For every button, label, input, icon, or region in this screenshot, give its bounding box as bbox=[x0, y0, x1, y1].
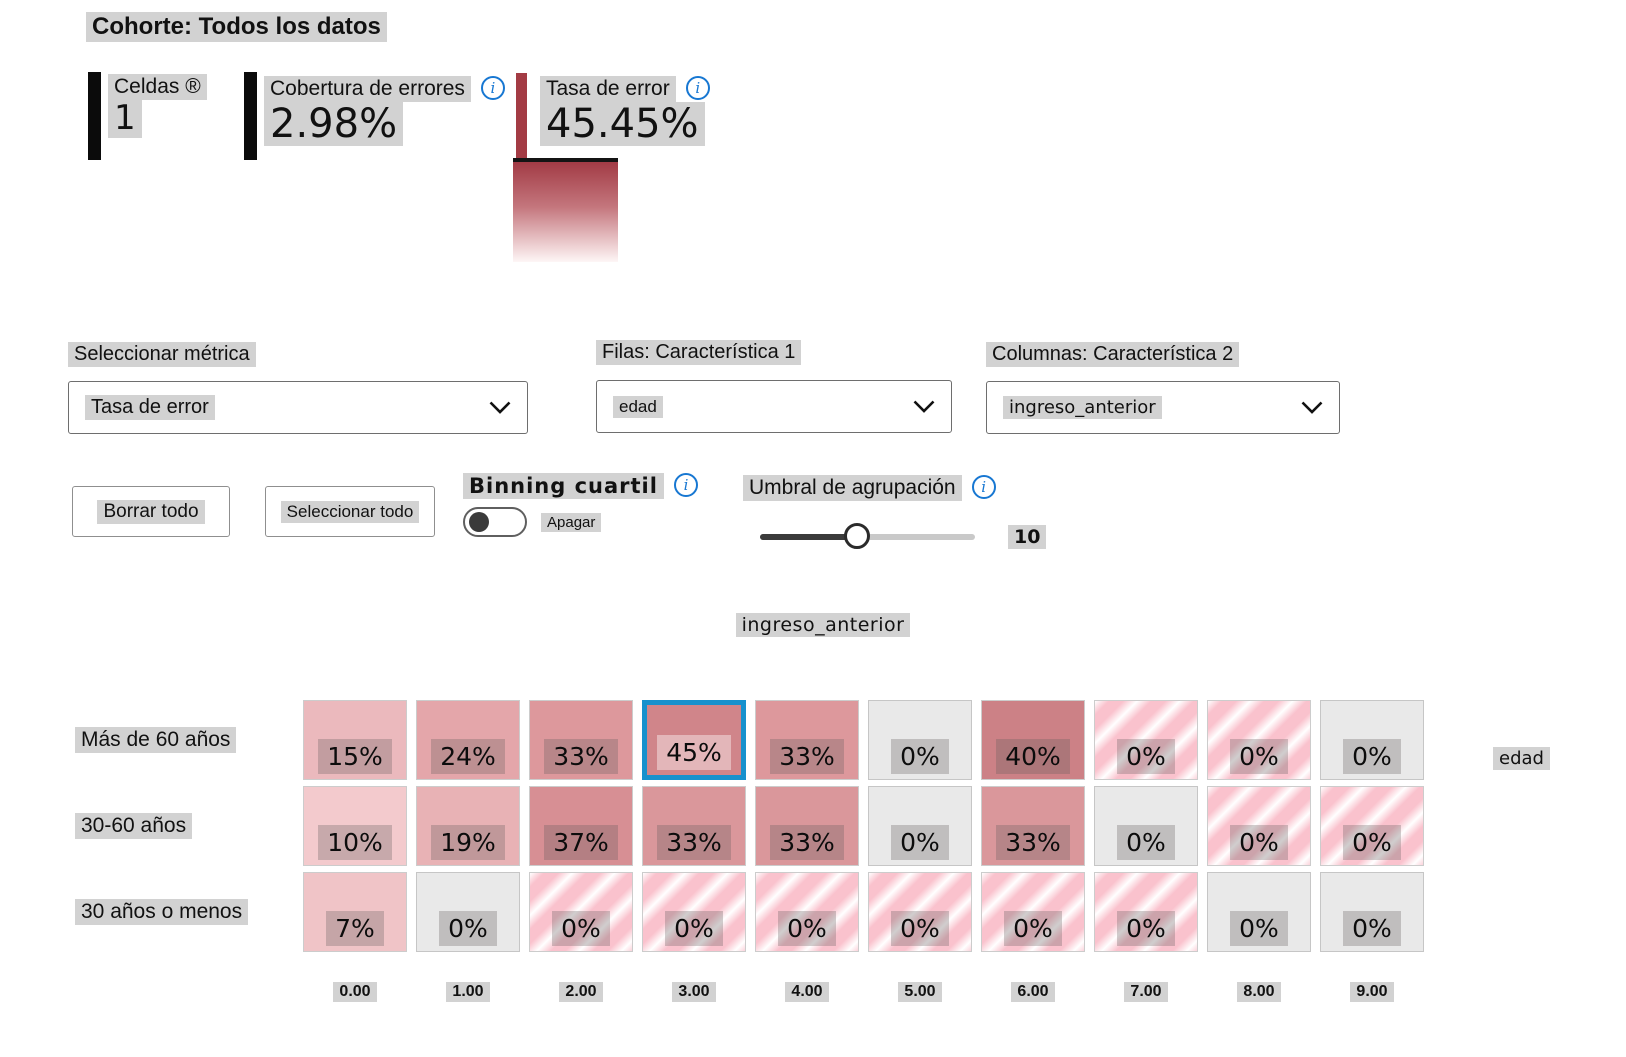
heatmap-cell[interactable]: 19% bbox=[416, 786, 520, 866]
rows-feature-selector-group: Filas: Característica 1 edad bbox=[596, 340, 952, 433]
info-icon[interactable]: i bbox=[971, 475, 996, 499]
heatmap-x-feature-label: ingreso_anterior bbox=[735, 613, 911, 637]
metric-error-coverage: Cobertura de errores i 2.98% bbox=[244, 72, 505, 160]
heatmap-column-label: 7.00 bbox=[1094, 982, 1198, 1002]
heatmap-col-labels: 0.00 1.00 2.00 3.00 4.00 5.00 6.00 7.00 8.00 9.00 bbox=[303, 982, 1424, 1002]
metric-cells-accent-bar bbox=[88, 72, 101, 160]
metric-error-rate-label: Tasa de error bbox=[540, 76, 676, 102]
heatmap-column-label: 6.00 bbox=[981, 982, 1085, 1002]
heatmap-cell[interactable]: 33% bbox=[981, 786, 1085, 866]
metric-selector-dropdown[interactable]: Tasa de error bbox=[68, 381, 528, 434]
heatmap-cell[interactable]: 0% bbox=[1094, 872, 1198, 952]
heatmap-cell[interactable]: 0% bbox=[1320, 700, 1424, 780]
heatmap-cell[interactable]: 24% bbox=[416, 700, 520, 780]
cohort-label: Cohorte: Todos los datos bbox=[86, 12, 387, 42]
heatmap-y-axis: edad bbox=[1493, 747, 1550, 770]
chevron-down-icon bbox=[489, 401, 511, 414]
metric-selector-group: Seleccionar métrica Tasa de error bbox=[68, 342, 528, 434]
info-icon[interactable]: i bbox=[685, 76, 710, 100]
heatmap-cell[interactable]: 0% bbox=[1094, 786, 1198, 866]
heatmap-row-label: Más de 60 años bbox=[57, 700, 294, 780]
metric-cells: Celdas ® 1 bbox=[88, 72, 207, 160]
rows-feature-dropdown[interactable]: edad bbox=[596, 380, 952, 433]
heatmap-column-label: 4.00 bbox=[755, 982, 859, 1002]
heatmap-cell[interactable]: 0% bbox=[529, 872, 633, 952]
heatmap-title: ingreso_anterior bbox=[303, 613, 1343, 637]
heatmap-cell[interactable]: 33% bbox=[755, 786, 859, 866]
heatmap-cell[interactable]: 0% bbox=[1207, 786, 1311, 866]
metric-coverage-value: 2.98% bbox=[264, 102, 404, 146]
heatmap-column-label: 1.00 bbox=[416, 982, 520, 1002]
binning-threshold-group: Umbral de agrupación i 10 bbox=[743, 475, 1047, 549]
quantile-binning-group: Binning cuartil i Apagar bbox=[463, 473, 698, 537]
metric-error-rate-accent-bar bbox=[516, 73, 527, 161]
metric-error-rate: Tasa de error i 45.45% bbox=[516, 73, 710, 161]
heatmap-row-label: 30-60 años bbox=[57, 786, 294, 866]
heatmap-y-feature-label: edad bbox=[1493, 747, 1550, 770]
metric-selector-label: Seleccionar métrica bbox=[68, 342, 256, 367]
heatmap-cell[interactable]: 0% bbox=[868, 700, 972, 780]
binning-threshold-slider[interactable] bbox=[760, 523, 975, 549]
select-all-button-label: Seleccionar todo bbox=[280, 500, 420, 523]
heatmap-cell[interactable]: 0% bbox=[868, 872, 972, 952]
select-all-button[interactable]: Seleccionar todo bbox=[265, 486, 435, 537]
metric-cells-label: Celdas ® bbox=[108, 74, 207, 100]
heatmap-cell[interactable]: 40% bbox=[981, 700, 1085, 780]
heatmap-cell[interactable]: 0% bbox=[1320, 786, 1424, 866]
quantile-binning-toggle[interactable] bbox=[463, 507, 527, 537]
toggle-knob bbox=[469, 512, 489, 532]
heatmap-cell[interactable]: 33% bbox=[755, 700, 859, 780]
metric-error-rate-value: 45.45% bbox=[540, 102, 705, 146]
heatmap-cell[interactable]: 0% bbox=[1320, 872, 1424, 952]
heatmap-cell[interactable]: 33% bbox=[642, 786, 746, 866]
heatmap-column-label: 8.00 bbox=[1207, 982, 1311, 1002]
quantile-binning-state: Apagar bbox=[541, 512, 602, 532]
metric-selector-value: Tasa de error bbox=[85, 395, 215, 420]
heatmap-cell[interactable]: 33% bbox=[529, 700, 633, 780]
heatmap-row-label: 30 años o menos bbox=[57, 872, 294, 952]
rows-feature-value: edad bbox=[613, 395, 663, 418]
cohort-title: Cohorte: Todos los datos bbox=[86, 12, 387, 42]
columns-feature-value: ingreso_anterior bbox=[1003, 396, 1162, 419]
heatmap-cell[interactable]: 10% bbox=[303, 786, 407, 866]
heatmap-cell[interactable]: 0% bbox=[755, 872, 859, 952]
heatmap-column-label: 5.00 bbox=[868, 982, 972, 1002]
metric-coverage-label: Cobertura de errores bbox=[264, 76, 471, 102]
clear-all-button[interactable]: Borrar todo bbox=[72, 486, 230, 537]
columns-feature-dropdown[interactable]: ingreso_anterior bbox=[986, 381, 1340, 434]
heatmap-column-label: 2.00 bbox=[529, 982, 633, 1002]
heatmap-cell[interactable]: 37% bbox=[529, 786, 633, 866]
metric-cells-value: 1 bbox=[108, 100, 142, 138]
heatmap-cell[interactable]: 0% bbox=[1094, 700, 1198, 780]
slider-fill bbox=[760, 534, 857, 540]
error-rate-gradient-legend bbox=[513, 158, 618, 262]
heatmap-cell[interactable]: 0% bbox=[416, 872, 520, 952]
chevron-down-icon bbox=[1301, 401, 1323, 414]
heatmap-column-label: 0.00 bbox=[303, 982, 407, 1002]
clear-all-button-label: Borrar todo bbox=[97, 499, 205, 524]
heatmap-cell[interactable]: 7% bbox=[303, 872, 407, 952]
binning-threshold-value: 10 bbox=[1008, 525, 1047, 549]
heatmap-column-label: 9.00 bbox=[1320, 982, 1424, 1002]
heatmap-cell[interactable]: 45% bbox=[642, 700, 746, 780]
heatmap-cell[interactable]: 15% bbox=[303, 700, 407, 780]
chevron-down-icon bbox=[913, 400, 935, 413]
heatmap-cell[interactable]: 0% bbox=[1207, 700, 1311, 780]
metric-coverage-accent-bar bbox=[244, 72, 257, 160]
heatmap-cell[interactable]: 0% bbox=[868, 786, 972, 866]
columns-feature-label: Columnas: Característica 2 bbox=[986, 342, 1240, 367]
heatmap-grid: Más de 60 años 15% 24% 33% 45% 33% 0% 40% 0% 0% 0%… bbox=[57, 700, 1424, 952]
info-icon[interactable]: i bbox=[673, 473, 698, 497]
slider-handle[interactable] bbox=[843, 523, 870, 549]
info-icon[interactable]: i bbox=[480, 76, 505, 100]
columns-feature-selector-group: Columnas: Característica 2 ingreso_anter… bbox=[986, 342, 1340, 434]
quantile-binning-label: Binning cuartil bbox=[463, 473, 664, 499]
heatmap-cell[interactable]: 0% bbox=[1207, 872, 1311, 952]
heatmap-cell[interactable]: 0% bbox=[981, 872, 1085, 952]
heatmap-column-label: 3.00 bbox=[642, 982, 746, 1002]
binning-threshold-label: Umbral de agrupación bbox=[743, 475, 962, 501]
rows-feature-label: Filas: Característica 1 bbox=[596, 340, 802, 365]
heatmap-cell[interactable]: 0% bbox=[642, 872, 746, 952]
